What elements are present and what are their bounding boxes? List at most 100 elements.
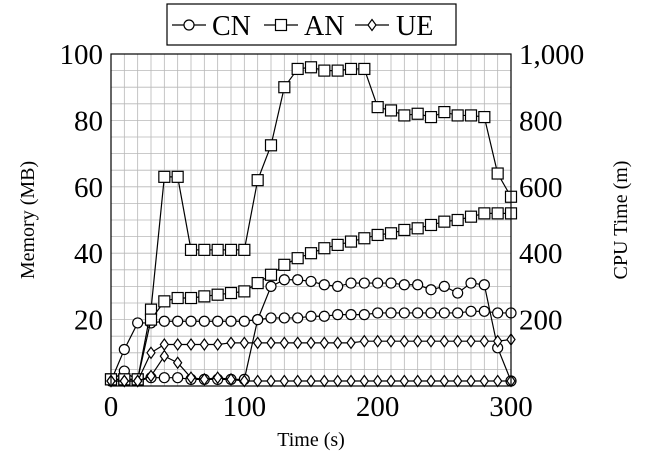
data-point: [118, 343, 130, 356]
series-group: [104, 61, 518, 388]
x-tick-label: 0: [104, 391, 119, 423]
data-point: [186, 337, 196, 352]
data-point: [306, 336, 316, 350]
data-point: [438, 280, 450, 292]
data-point: [398, 307, 410, 319]
y-left-tick-label: 100: [60, 39, 104, 71]
y-right-tick-label: 800: [519, 105, 563, 137]
data-point: [251, 174, 264, 187]
legend-marker: [183, 19, 195, 31]
data-point: [211, 243, 224, 256]
x-tick-label: 100: [223, 391, 267, 423]
data-point: [398, 109, 411, 122]
data-point: [171, 291, 184, 305]
data-point: [438, 105, 451, 119]
data-point: [199, 337, 210, 352]
data-point: [398, 279, 410, 291]
data-point: [464, 109, 478, 122]
data-point: [159, 337, 170, 352]
data-point: [146, 346, 156, 360]
data-point: [398, 223, 411, 237]
legend-label: CN: [212, 11, 251, 42]
data-point: [386, 334, 396, 348]
data-point: [332, 280, 344, 292]
data-point: [212, 315, 224, 327]
data-point: [492, 334, 503, 348]
data-point: [146, 369, 156, 383]
data-point: [412, 279, 424, 291]
data-point: [226, 372, 236, 386]
x-tick-label: 300: [489, 391, 533, 423]
plot-frame: [110, 53, 512, 387]
data-point: [426, 374, 436, 388]
data-point: [425, 307, 437, 319]
data-point: [358, 232, 371, 245]
legend-marker: [367, 18, 377, 32]
data-point: [279, 374, 290, 388]
data-point: [344, 62, 358, 76]
x-tick-label: 200: [356, 391, 400, 423]
data-point: [332, 336, 343, 350]
data-point: [386, 374, 396, 388]
tick-labels: 0 100 200 300 20 40 60 80 100 200 400 600 800 1,000: [60, 39, 585, 423]
data-point: [319, 374, 330, 388]
y-right-tick-label: 400: [519, 238, 563, 270]
data-point: [358, 309, 370, 321]
data-point: [185, 315, 197, 327]
data-point: [491, 207, 504, 220]
data-point: [424, 110, 438, 124]
data-point: [158, 295, 171, 308]
data-point: [479, 334, 490, 348]
data-point: [212, 371, 223, 385]
data-point: [346, 374, 356, 388]
data-point: [439, 334, 450, 348]
y-axis-left-title: Memory (MB): [17, 161, 39, 279]
data-point: [318, 242, 331, 255]
x-axis-title: Time (s): [277, 429, 345, 451]
data-point: [424, 218, 438, 232]
data-point: [186, 371, 196, 385]
data-point: [372, 374, 383, 388]
legend-label: UE: [396, 11, 433, 42]
data-point: [184, 291, 198, 305]
data-point: [158, 315, 170, 327]
series-ue: [106, 332, 516, 388]
data-point: [384, 227, 398, 240]
legend-marker: [274, 18, 288, 32]
series-an: [104, 61, 518, 386]
data-point: [198, 290, 211, 303]
data-point: [346, 336, 356, 350]
y-axis-right-title: CPU Time (m): [610, 161, 632, 280]
data-point: [478, 279, 490, 291]
data-point: [452, 334, 463, 348]
data-point: [411, 222, 424, 235]
data-point: [451, 213, 464, 227]
data-point: [265, 280, 277, 292]
data-point: [264, 139, 278, 152]
data-point: [292, 374, 303, 388]
data-point: [332, 309, 344, 321]
data-point: [345, 277, 357, 289]
y-left-tick-label: 20: [74, 305, 103, 337]
data-point: [184, 243, 198, 256]
y-right-tick-label: 600: [519, 172, 563, 204]
data-point: [372, 334, 383, 348]
data-point: [238, 243, 251, 256]
legend-label: AN: [304, 11, 344, 42]
data-point: [438, 307, 450, 319]
data-point: [452, 287, 464, 299]
data-point: [439, 374, 450, 388]
data-point: [252, 336, 263, 350]
data-point: [226, 336, 236, 350]
data-point: [465, 277, 477, 289]
data-point: [291, 62, 304, 76]
data-point: [278, 312, 290, 324]
data-point: [158, 372, 170, 384]
data-point: [239, 336, 250, 350]
data-point: [278, 274, 290, 286]
data-point: [318, 310, 330, 322]
y-left-tick-label: 80: [74, 105, 103, 137]
data-point: [224, 243, 238, 256]
data-point: [318, 279, 330, 291]
legend-box: [166, 3, 457, 46]
